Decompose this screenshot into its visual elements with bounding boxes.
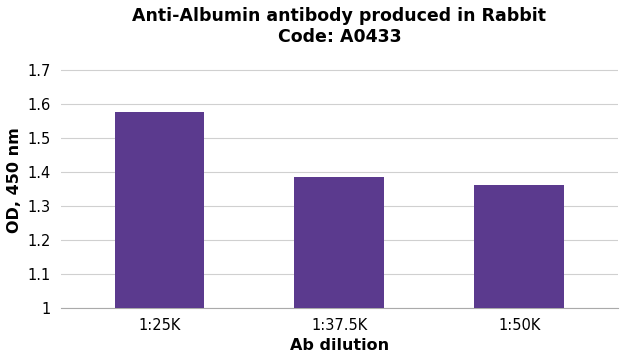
Title: Anti-Albumin antibody produced in Rabbit
Code: A0433: Anti-Albumin antibody produced in Rabbit… [132,7,546,46]
Bar [114,112,204,308]
Y-axis label: OD, 450 nm: OD, 450 nm [7,127,22,233]
X-axis label: Ab dilution: Ab dilution [290,338,389,353]
Bar [474,185,564,308]
Bar [294,177,384,308]
